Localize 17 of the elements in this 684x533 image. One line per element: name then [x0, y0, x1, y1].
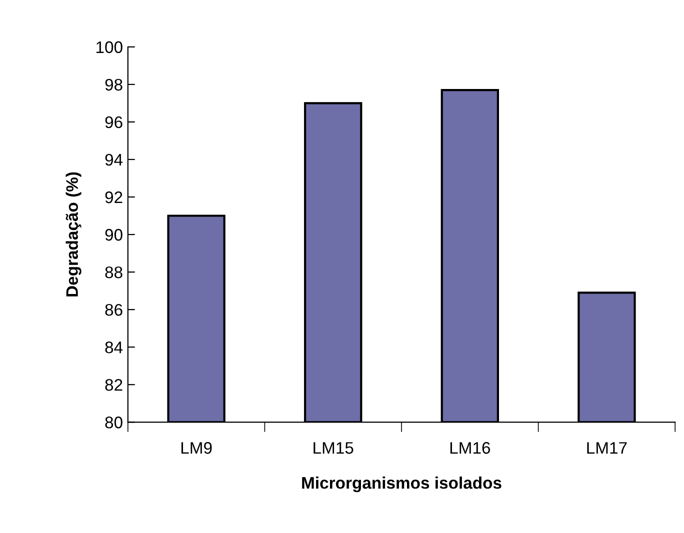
x-axis-title: Microrganismos isolados: [302, 476, 502, 492]
x-tick-label: LM17: [587, 442, 627, 454]
y-tick-label: 88: [105, 266, 122, 278]
x-tick-label: LM9: [181, 442, 212, 454]
y-tick-label: 86: [105, 304, 122, 316]
x-tick-label: LM15: [314, 442, 354, 454]
y-tick-label: 92: [105, 191, 122, 204]
y-tick-label: 100: [96, 41, 122, 54]
y-tick-label: 96: [105, 116, 122, 128]
y-tick-label: 90: [105, 228, 122, 241]
y-tick-label: 80: [105, 416, 122, 428]
y-tick-label: 94: [105, 154, 123, 166]
y-axis-title: Degradação (%): [66, 172, 82, 296]
y-tick-label: 98: [105, 78, 122, 91]
x-tick-label: LM16: [450, 442, 490, 454]
y-tick-label: 84: [105, 341, 123, 354]
y-tick-label: 82: [105, 379, 122, 391]
